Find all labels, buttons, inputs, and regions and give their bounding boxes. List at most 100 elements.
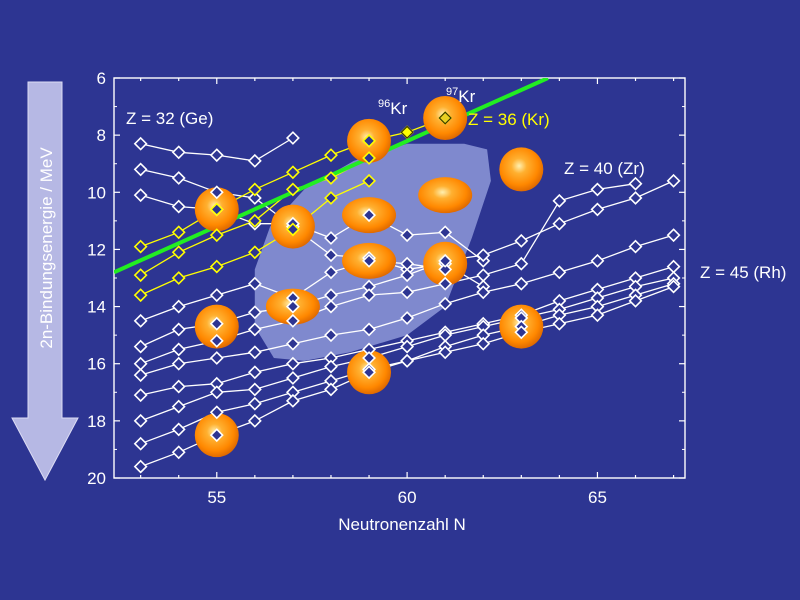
annotation-zr: Z = 40 (Zr) [564, 159, 645, 178]
data-point-s11-5 [324, 359, 338, 374]
y-tick-label-4: 14 [87, 298, 106, 317]
data-point-s9-2 [209, 351, 224, 365]
data-point-s2-1 [171, 199, 186, 214]
data-point-s6-8 [438, 262, 453, 277]
highlight-circles [194, 96, 544, 458]
data-point-s13-1 [171, 445, 186, 460]
data-point-s7-14 [666, 173, 681, 188]
data-point-s9-7 [400, 311, 415, 325]
data-point-s7-7 [400, 268, 415, 283]
highlight-circle-10 [418, 177, 473, 214]
data-point-s13-12 [590, 308, 605, 323]
data-point-s12-2 [209, 405, 224, 420]
data-point-s7-0 [133, 339, 148, 354]
data-point-s8-5 [324, 299, 338, 314]
data-point-s5-3 [247, 245, 262, 260]
data-point-s6-6 [362, 253, 376, 268]
data-point-s5-0 [133, 288, 148, 303]
data-point-s1-0 [133, 162, 148, 177]
data-point-s7-2 [209, 316, 224, 331]
data-point-s3-2 [209, 202, 224, 217]
kr-highlight-point-0 [400, 125, 414, 139]
data-point-s13-10 [514, 325, 529, 340]
data-point-s2-7 [400, 228, 415, 243]
x-tick-label-2: 65 [588, 488, 607, 507]
x-tick-label-0: 55 [207, 488, 226, 507]
data-point-s9-10 [514, 276, 529, 291]
data-point-s13-13 [628, 293, 643, 308]
data-point-s7-1 [171, 322, 186, 337]
data-point-s1-2 [209, 185, 224, 200]
data-point-s6-0 [133, 313, 148, 328]
data-point-s10-1 [171, 379, 186, 394]
data-point-s8-12 [590, 182, 605, 197]
data-point-s3-0 [133, 239, 148, 254]
annotation-rh: Z = 45 (Rh) [700, 263, 786, 282]
y-tick-label-5: 16 [87, 355, 106, 374]
data-point-s8-1 [171, 342, 186, 357]
data-point-s4-1 [171, 245, 186, 260]
ylabel: 2n-Bindungsenergie / MeV [37, 147, 56, 349]
data-point-s0-4 [285, 131, 300, 145]
data-point-s7-11 [552, 216, 567, 231]
y-tick-label-3: 12 [87, 240, 106, 259]
data-point-s8-2 [209, 333, 224, 348]
data-point-s10-0 [133, 388, 148, 403]
data-point-s3-4 [285, 165, 300, 180]
data-point-s9-6 [362, 322, 376, 337]
annotation-kr96-symbol: Kr [390, 99, 407, 118]
data-point-s13-0 [133, 459, 148, 474]
data-point-s13-3 [247, 413, 262, 428]
data-point-s6-1 [171, 299, 186, 314]
y-tick-label-7: 20 [87, 469, 106, 488]
data-point-s3-1 [171, 225, 186, 240]
data-point-s11-4 [285, 371, 300, 385]
data-point-s9-13 [628, 239, 643, 254]
highlight-circle-12 [499, 147, 544, 192]
annotation-kr96: 96Kr [378, 98, 408, 118]
data-point-s9-1 [171, 356, 186, 371]
data-point-s5-2 [209, 259, 224, 274]
y-tick-label-1: 8 [97, 126, 106, 145]
data-point-s11-2 [209, 385, 224, 400]
data-point-s2-8 [438, 225, 453, 240]
data-point-s11-1 [171, 399, 186, 414]
data-point-s4-6 [362, 151, 376, 165]
data-point-s7-8 [438, 253, 453, 268]
data-point-s12-0 [133, 436, 148, 451]
annotation-kr97-mass: 97 [446, 86, 458, 98]
data-point-s11-7 [400, 339, 415, 354]
data-point-s2-5 [324, 231, 338, 245]
data-point-s7-3 [247, 305, 262, 320]
data-point-s13-7 [400, 353, 415, 368]
data-point-s10-4 [285, 356, 300, 371]
data-point-s5-1 [171, 271, 186, 285]
data-point-s7-13 [628, 191, 643, 205]
data-point-s9-5 [324, 328, 338, 343]
data-point-s2-0 [133, 188, 148, 203]
data-point-s8-4 [285, 313, 300, 328]
data-point-s9-8 [438, 296, 453, 311]
data-point-s13-2 [209, 428, 224, 443]
data-point-s10-3 [247, 365, 262, 380]
data-point-s6-2 [209, 288, 224, 303]
data-point-s1-5 [324, 248, 338, 263]
data-point-s2-6 [362, 208, 376, 223]
data-point-s13-5 [324, 382, 338, 397]
data-point-s3-6 [362, 133, 376, 148]
data-point-s4-3 [247, 213, 262, 228]
data-point-s13-9 [476, 336, 491, 351]
data-point-s8-13 [628, 176, 643, 191]
xlabel: Neutronenzahl N [338, 515, 466, 534]
data-point-s7-10 [514, 233, 529, 248]
axes: 6 8 10 12 14 16 18 20 55 60 65 [87, 69, 685, 507]
data-point-s9-11 [552, 265, 567, 280]
data-point-s4-4 [285, 182, 300, 197]
data-point-s9-4 [285, 336, 300, 351]
data-point-s1-1 [171, 171, 186, 185]
annotation-ge: Z = 32 (Ge) [126, 109, 213, 128]
data-point-s4-5 [324, 171, 338, 185]
data-point-s0-0 [133, 136, 148, 151]
data-point-s13-11 [552, 316, 567, 331]
